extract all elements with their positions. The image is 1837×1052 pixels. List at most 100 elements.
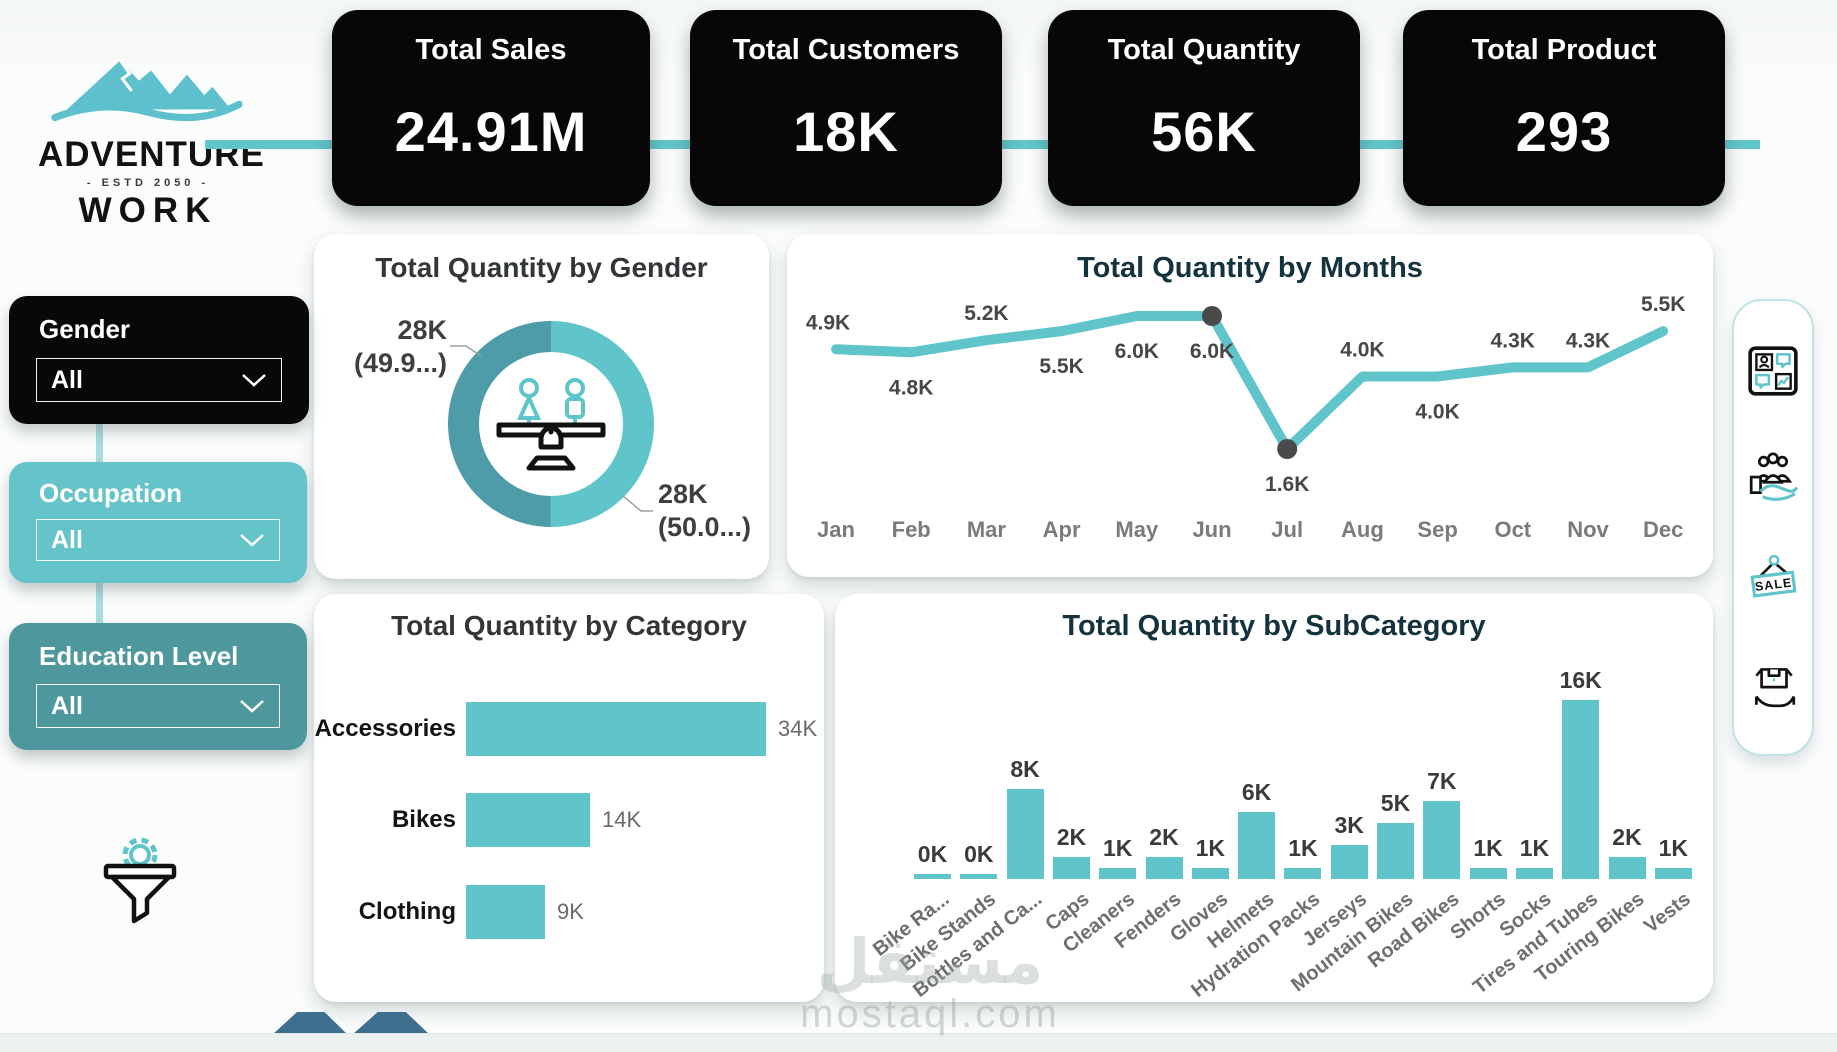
column-value-label: 3K [1334, 812, 1364, 838]
line-data-label: 4.3K [1566, 329, 1610, 352]
slice-percent: (50.0...) [658, 512, 752, 542]
column-cleaners[interactable] [1099, 868, 1137, 879]
slicer-connector [96, 583, 103, 623]
column-shorts[interactable] [1469, 868, 1507, 879]
product-box-icon[interactable] [1746, 657, 1800, 711]
kpi-title: Total Sales [415, 34, 567, 66]
chart-title: Total Quantity by Gender [375, 252, 708, 283]
column-bottles-and-ca-[interactable] [1006, 789, 1044, 879]
logo-estd: - ESTD 2050 - [86, 177, 210, 189]
slice-value: 28K [397, 315, 447, 345]
column-gloves[interactable] [1191, 868, 1229, 879]
gender-chart-card: Total Quantity by Gender [314, 234, 769, 579]
kpi-value: 18K [793, 100, 899, 163]
chart-title: Total Quantity by Months [1077, 252, 1423, 284]
category-row: Bikes 14K [314, 793, 824, 847]
column-helmets[interactable] [1238, 812, 1276, 879]
chart-title: Total Quantity by SubCategory [1062, 610, 1486, 642]
column-value-label: 6K [1241, 779, 1272, 805]
column-value-label: 1K [1519, 835, 1550, 861]
kpi-card-total-sales: Total Sales 24.91M [332, 10, 650, 206]
education-slicer: Education Level All [9, 623, 307, 750]
mountains-icon [51, 59, 243, 122]
month-axis-label: Sep [1417, 517, 1457, 542]
dropdown-value: All [51, 525, 83, 554]
month-axis-label: Jul [1271, 517, 1303, 542]
column-bike-stands[interactable] [960, 874, 998, 879]
customers-group-icon[interactable] [1746, 448, 1800, 502]
gender-donut-ring[interactable] [448, 321, 654, 527]
gender-slicer: Gender All [9, 296, 309, 424]
line-data-label: 5.2K [964, 302, 1008, 325]
column-fenders[interactable] [1145, 857, 1183, 879]
kpi-card-total-product: Total Product 293 [1403, 10, 1725, 206]
column-value-label: 7K [1427, 768, 1457, 794]
months-chart-card: Total Quantity by Months 4.9K Jan 4.8K Feb 5… [787, 234, 1713, 577]
month-axis-label: Jun [1192, 517, 1231, 542]
slicer-connector [96, 424, 103, 463]
line-marker-jun[interactable] [1202, 306, 1222, 326]
occupation-dropdown[interactable]: All [36, 519, 280, 561]
right-icon-toolbar: SALE [1732, 299, 1814, 756]
bar-clothing[interactable] [466, 885, 545, 939]
line-data-label: 6.0K [1115, 340, 1159, 363]
column-value-label: 0K [917, 841, 948, 867]
line-data-label: 6.0K [1190, 340, 1234, 363]
column-socks[interactable] [1515, 868, 1553, 879]
sale-sign-icon[interactable]: SALE [1746, 553, 1800, 607]
column-value-label: 1K [1658, 835, 1688, 861]
column-mountain-bikes[interactable] [1377, 823, 1414, 879]
dropdown-value: All [51, 691, 83, 720]
column-bike-ra-[interactable] [914, 874, 951, 879]
gender-balance-icon [496, 378, 606, 471]
dashboard-grid-icon[interactable] [1746, 344, 1800, 398]
month-axis-label: Jan [817, 517, 855, 542]
month-axis-label: Aug [1341, 517, 1384, 542]
column-value-label: 1K [1102, 835, 1133, 861]
line-data-label: 1.6K [1265, 473, 1309, 496]
column-value-label: 16K [1559, 667, 1602, 693]
logo-line2: WORK [78, 191, 218, 230]
column-hydration-packs[interactable] [1284, 868, 1322, 879]
column-value-label: 2K [1149, 824, 1179, 850]
kpi-card-total-customers: Total Customers 18K [690, 10, 1002, 206]
sale-text: SALE [1754, 575, 1793, 593]
column-value-label: 2K [1056, 824, 1087, 850]
canvas-bottom-strip [0, 1033, 1837, 1052]
column-tires-and-tubes[interactable] [1562, 700, 1600, 879]
bar-bikes[interactable] [466, 793, 590, 847]
slicer-label: Gender [39, 314, 131, 344]
line-data-label: 4.8K [889, 376, 933, 399]
education-dropdown[interactable]: All [36, 684, 280, 728]
month-axis-label: Mar [967, 517, 1007, 542]
category-row: Clothing 9K [314, 885, 824, 939]
bar-accessories[interactable] [466, 702, 766, 756]
months-plot[interactable]: 4.9K Jan 4.8K Feb 5.2K Mar 5.5K Apr 6.0K May 6.0K J… [787, 234, 1713, 577]
bar-value-label: 14K [602, 807, 642, 832]
category-axis-label: Bikes [391, 806, 456, 833]
column-value-label: 1K [1288, 835, 1318, 861]
chevron-down-icon [240, 534, 264, 547]
slice-percent: (49.9...) [353, 348, 447, 378]
kpi-card-total-quantity: Total Quantity 56K [1048, 10, 1360, 206]
column-touring-bikes[interactable] [1608, 857, 1646, 879]
chart-title: Total Quantity by Category [391, 610, 747, 641]
months-line-series[interactable] [831, 311, 1669, 454]
line-marker-jul[interactable] [1277, 439, 1298, 459]
chevron-down-icon [242, 374, 266, 387]
gender-dropdown[interactable]: All [36, 358, 282, 402]
line-data-label: 5.5K [1641, 293, 1685, 316]
column-caps[interactable] [1052, 857, 1090, 879]
column-category-label: Vests [1640, 888, 1695, 938]
column-vests[interactable] [1654, 868, 1692, 879]
column-value-label: 0K [964, 841, 994, 867]
bar-value-label: 34K [778, 716, 818, 741]
month-axis-label: Dec [1643, 517, 1683, 542]
column-road-bikes[interactable] [1423, 801, 1461, 879]
column-jerseys[interactable] [1330, 845, 1368, 879]
column-value-label: 5K [1380, 790, 1411, 816]
category-row: Accessories 34K [314, 702, 824, 756]
kpi-title: Total Product [1471, 34, 1657, 66]
column-value-label: 1K [1473, 835, 1503, 861]
column-value-label: 1K [1195, 835, 1225, 861]
